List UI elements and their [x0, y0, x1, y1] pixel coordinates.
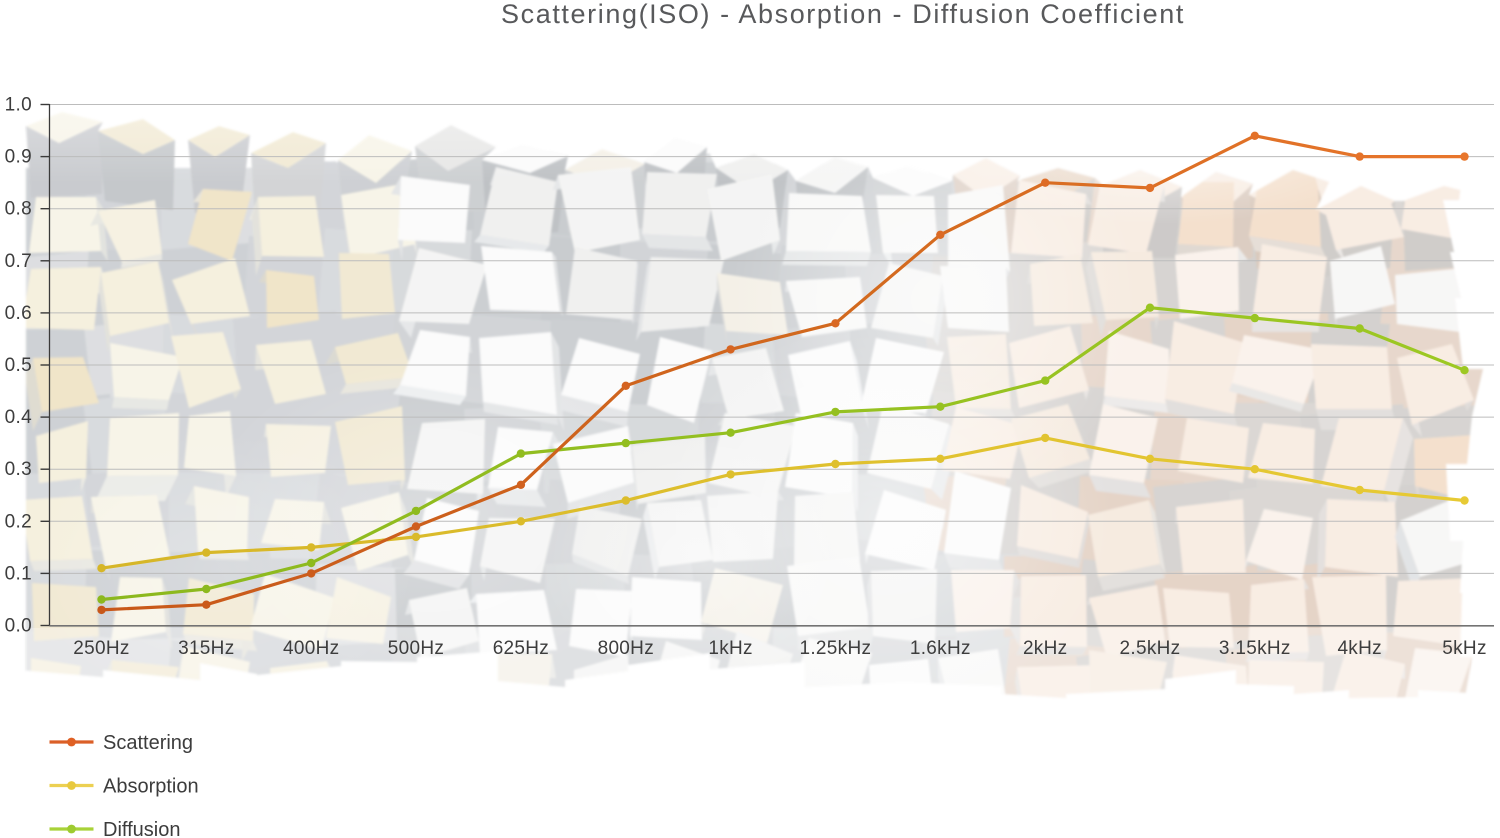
svg-text:5kHz: 5kHz [1442, 638, 1487, 659]
svg-text:Scattering: Scattering [103, 732, 193, 754]
svg-text:0.9: 0.9 [5, 147, 32, 168]
svg-text:0.5: 0.5 [5, 355, 32, 376]
svg-text:800Hz: 800Hz [598, 638, 654, 659]
svg-text:2.5kHz: 2.5kHz [1120, 638, 1181, 659]
svg-text:0.0: 0.0 [5, 616, 32, 637]
svg-text:0.6: 0.6 [5, 303, 32, 324]
svg-text:1.6kHz: 1.6kHz [910, 638, 971, 659]
svg-text:315Hz: 315Hz [178, 638, 234, 659]
svg-text:2kHz: 2kHz [1023, 638, 1068, 659]
svg-text:Absorption: Absorption [103, 776, 199, 798]
svg-text:0.2: 0.2 [5, 511, 32, 532]
svg-text:400Hz: 400Hz [283, 638, 339, 659]
svg-text:0.1: 0.1 [5, 563, 32, 584]
svg-text:1.25kHz: 1.25kHz [799, 638, 871, 659]
svg-text:4kHz: 4kHz [1337, 638, 1382, 659]
svg-text:1.0: 1.0 [5, 95, 32, 116]
svg-text:Diffusion: Diffusion [103, 819, 180, 838]
svg-text:3.15kHz: 3.15kHz [1219, 638, 1291, 659]
svg-text:0.7: 0.7 [5, 251, 32, 272]
svg-text:1kHz: 1kHz [708, 638, 753, 659]
svg-text:Scattering(ISO) - Absorption -: Scattering(ISO) - Absorption - Diffusion… [501, 0, 1185, 29]
svg-text:0.4: 0.4 [5, 407, 32, 428]
svg-text:0.8: 0.8 [5, 199, 32, 220]
svg-text:0.3: 0.3 [5, 459, 32, 480]
svg-text:625Hz: 625Hz [493, 638, 549, 659]
svg-text:500Hz: 500Hz [388, 638, 444, 659]
svg-text:250Hz: 250Hz [73, 638, 129, 659]
